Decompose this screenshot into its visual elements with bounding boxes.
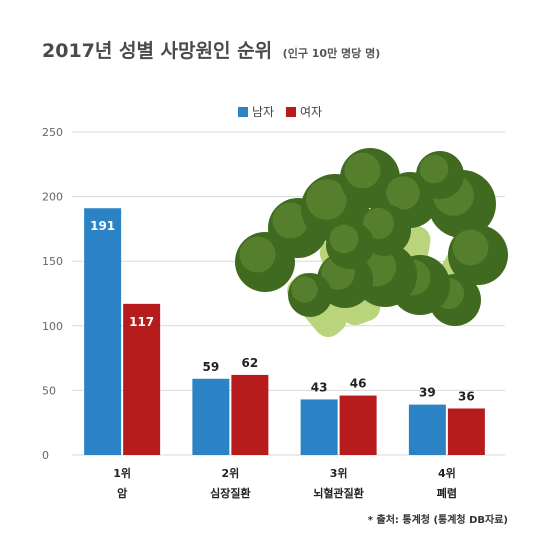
legend-label: 남자 bbox=[252, 105, 274, 119]
data-label: 191 bbox=[90, 219, 115, 233]
bar-female bbox=[447, 408, 485, 455]
data-label: 36 bbox=[458, 389, 475, 403]
legend-swatch bbox=[238, 107, 248, 117]
broccoli-floret-highlight bbox=[362, 207, 395, 240]
legend-swatch bbox=[286, 107, 296, 117]
bar-male bbox=[84, 208, 122, 455]
data-label: 39 bbox=[419, 386, 436, 400]
source-note: * 출처: 통계청 (통계청 DB자료) bbox=[367, 515, 508, 526]
data-label: 62 bbox=[242, 356, 259, 370]
chart-title-text: 2017년 성별 사망원인 순위 bbox=[42, 40, 273, 62]
x-tick-rank: 1위 bbox=[113, 467, 131, 480]
x-tick-rank: 4위 bbox=[438, 467, 456, 480]
x-tick-label: 뇌혈관질환 bbox=[313, 486, 364, 500]
x-tick-label: 폐렴 bbox=[437, 486, 457, 500]
chart-subtitle: (인구 10만 명당 명) bbox=[282, 47, 381, 60]
data-label: 46 bbox=[350, 377, 367, 391]
bar-male bbox=[192, 378, 230, 455]
bar-female bbox=[339, 395, 377, 455]
bar-female bbox=[123, 303, 161, 455]
y-tick-label: 250 bbox=[42, 126, 63, 139]
broccoli-floret-highlight bbox=[272, 202, 309, 239]
broccoli-floret-highlight bbox=[306, 179, 347, 220]
bar-male bbox=[408, 404, 446, 455]
broccoli-floret-highlight bbox=[344, 152, 381, 189]
data-label: 59 bbox=[203, 360, 220, 374]
y-tick-label: 100 bbox=[42, 320, 63, 333]
bar-male bbox=[300, 399, 338, 455]
legend: 남자 여자 bbox=[238, 105, 322, 119]
data-label: 117 bbox=[129, 315, 154, 329]
broccoli-floret-highlight bbox=[386, 176, 420, 210]
x-tick-rank: 3위 bbox=[330, 467, 348, 480]
y-tick-label: 0 bbox=[42, 449, 49, 462]
bar-layer bbox=[84, 208, 485, 455]
broccoli-floret-highlight bbox=[291, 276, 318, 303]
broccoli-image bbox=[235, 148, 508, 338]
x-tick-rank: 2위 bbox=[221, 467, 239, 480]
data-label: 43 bbox=[311, 380, 328, 394]
x-tick-label: 암 bbox=[117, 487, 127, 500]
legend-label: 여자 bbox=[300, 105, 322, 119]
y-tick-label: 50 bbox=[42, 384, 56, 397]
broccoli-floret-highlight bbox=[329, 224, 359, 254]
broccoli-floret-highlight bbox=[419, 154, 449, 184]
y-tick-label: 200 bbox=[42, 191, 63, 204]
x-tick-label: 심장질환 bbox=[210, 486, 250, 500]
broccoli-image-layer bbox=[235, 148, 508, 338]
y-tick-label: 150 bbox=[42, 255, 63, 268]
broccoli-floret-highlight bbox=[239, 236, 276, 273]
bar-female bbox=[231, 374, 269, 455]
chart-title: 2017년 성별 사망원인 순위 (인구 10만 명당 명) bbox=[42, 36, 380, 63]
broccoli-floret-highlight bbox=[452, 229, 489, 266]
